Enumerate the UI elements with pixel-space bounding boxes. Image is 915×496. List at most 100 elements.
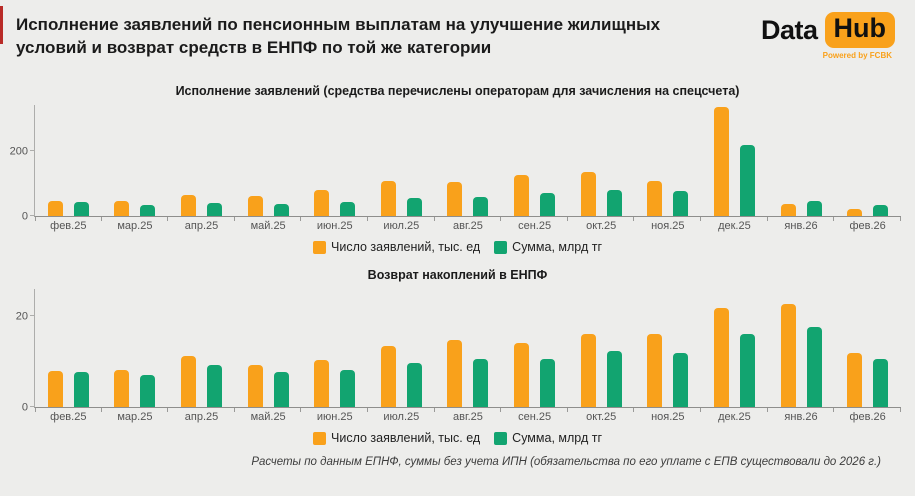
bar[interactable] (140, 205, 156, 216)
x-tick-label: фев.26 (834, 408, 901, 423)
legend-item[interactable]: Сумма, млрд тг (494, 431, 602, 445)
bar[interactable] (314, 190, 330, 216)
bar[interactable] (847, 209, 863, 216)
legend-item[interactable]: Число заявлений, тыс. ед (313, 240, 480, 254)
chart-returns: Возврат накоплений в ЕНПФ 0 20 фев.25 мар.… (0, 268, 915, 445)
bar[interactable] (181, 195, 197, 216)
bar[interactable] (540, 359, 556, 407)
bar[interactable] (207, 365, 223, 407)
datahub-logo: Data Hub Powered by FCBK (761, 12, 895, 60)
y-tick-mark (30, 406, 35, 407)
legend-label: Сумма, млрд тг (512, 431, 602, 445)
y-tick-mark (30, 149, 35, 151)
bar[interactable] (247, 196, 263, 216)
bar[interactable] (606, 190, 622, 216)
y-axis-labels: 0 20 (6, 289, 34, 413)
x-tick-label: июл.25 (368, 408, 435, 423)
bar[interactable] (647, 181, 663, 216)
bar-group-фев.26 (834, 353, 901, 407)
bar-group-май.25 (235, 196, 302, 216)
bar-group-янв.26 (768, 304, 835, 407)
legend: Число заявлений, тыс. ед Сумма, млрд тг (0, 431, 915, 445)
bar[interactable] (873, 359, 889, 407)
bar[interactable] (806, 201, 822, 216)
bar-group-дек.25 (701, 107, 768, 216)
bar[interactable] (606, 351, 622, 407)
bar[interactable] (580, 172, 596, 216)
chart-returns-title: Возврат накоплений в ЕНПФ (367, 268, 548, 282)
x-tick-label: июн.25 (301, 217, 368, 232)
bar[interactable] (181, 356, 197, 407)
bar[interactable] (514, 343, 530, 407)
bar[interactable] (673, 191, 689, 216)
bar[interactable] (340, 202, 356, 216)
x-tick-label: фев.26 (834, 217, 901, 232)
bar[interactable] (739, 145, 755, 216)
bar[interactable] (73, 372, 89, 407)
bar[interactable] (647, 334, 663, 407)
x-tick-label: сен.25 (501, 408, 568, 423)
bar[interactable] (540, 193, 556, 216)
bar[interactable] (380, 346, 396, 407)
logo-wordmark: Data Hub (761, 12, 895, 48)
bar[interactable] (806, 327, 822, 407)
bar[interactable] (580, 334, 596, 407)
legend-swatch (494, 431, 508, 445)
chart-returns-plot-outer: 0 20 (0, 289, 915, 413)
bar[interactable] (873, 205, 889, 216)
bar[interactable] (340, 370, 356, 407)
bar[interactable] (273, 372, 289, 407)
y-tick-label: 0 (21, 210, 28, 223)
bar[interactable] (447, 182, 463, 216)
page-title: Исполнение заявлений по пенсионным выпла… (16, 15, 661, 57)
bar[interactable] (713, 308, 729, 407)
x-tick-label: апр.25 (168, 408, 235, 423)
bar-group-авг.25 (435, 182, 502, 216)
y-tick-label: 20 (15, 310, 28, 323)
bar[interactable] (247, 365, 263, 407)
page-header: Исполнение заявлений по пенсионным выпла… (0, 0, 915, 60)
bar[interactable] (314, 360, 330, 407)
bar[interactable] (780, 304, 796, 407)
bar[interactable] (406, 198, 422, 216)
bar[interactable] (380, 181, 396, 216)
bar[interactable] (140, 375, 156, 407)
plot-area (30, 289, 901, 408)
bar-group-июл.25 (368, 346, 435, 407)
x-tick-label: дек.25 (701, 217, 768, 232)
x-tick-label: окт.25 (568, 217, 635, 232)
bar-group-окт.25 (568, 334, 635, 407)
legend-item[interactable]: Сумма, млрд тг (494, 240, 602, 254)
bar[interactable] (114, 201, 130, 216)
bar-group-май.25 (235, 365, 302, 407)
x-tick-label: мар.25 (102, 408, 169, 423)
bar[interactable] (713, 107, 729, 216)
bar[interactable] (847, 353, 863, 407)
y-axis-labels: 0 200 (6, 105, 34, 222)
bar[interactable] (114, 370, 130, 407)
bar[interactable] (673, 353, 689, 407)
bar[interactable] (406, 363, 422, 407)
legend-item[interactable]: Число заявлений, тыс. ед (313, 431, 480, 445)
bar[interactable] (514, 175, 530, 216)
legend-label: Сумма, млрд тг (512, 240, 602, 254)
x-tick-label: ноя.25 (634, 408, 701, 423)
bar[interactable] (47, 201, 63, 216)
bar[interactable] (207, 203, 223, 216)
bar[interactable] (780, 204, 796, 216)
bar[interactable] (447, 340, 463, 407)
x-tick-label: окт.25 (568, 408, 635, 423)
bar[interactable] (47, 371, 63, 407)
bar-group-мар.25 (102, 201, 169, 216)
x-tick-label: фев.25 (35, 217, 102, 232)
red-accent-line (0, 6, 3, 44)
chart-executions-title: Исполнение заявлений (средства перечисле… (175, 84, 740, 98)
x-tick-label: сен.25 (501, 217, 568, 232)
bar-group-апр.25 (168, 356, 235, 407)
bar[interactable] (273, 204, 289, 216)
bar[interactable] (473, 359, 489, 407)
x-tick-label: авг.25 (435, 217, 502, 232)
bar[interactable] (73, 202, 89, 216)
bar[interactable] (473, 197, 489, 216)
bar[interactable] (739, 334, 755, 407)
